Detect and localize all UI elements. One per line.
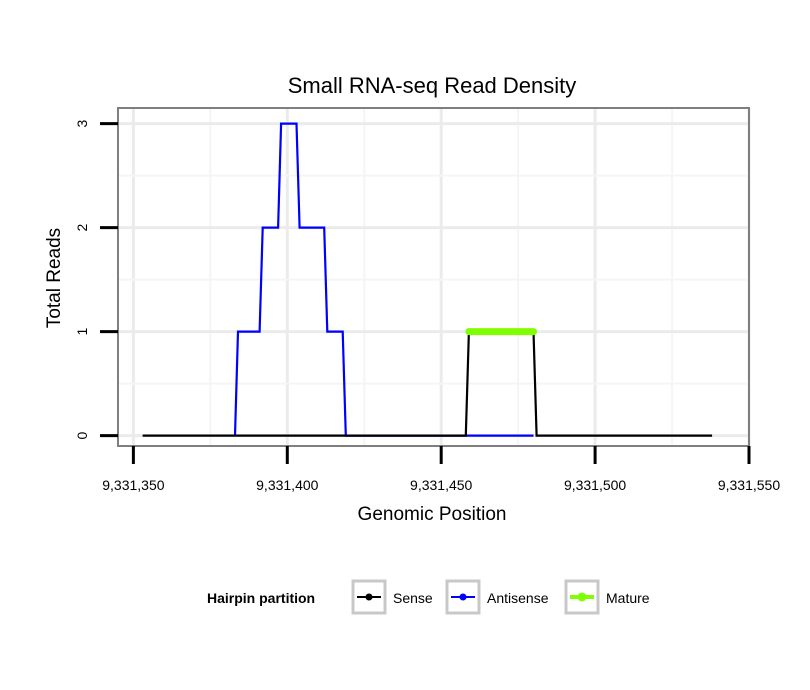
x-tick-label: 9,331,550 [718, 477, 780, 493]
y-axis-label: Total Reads [44, 228, 65, 328]
legend-item-sense: Sense [351, 579, 433, 615]
series-layer [142, 122, 713, 437]
x-tick-label: 9,331,350 [102, 477, 164, 493]
series-line-antisense [233, 122, 534, 437]
x-tick-label: 9,331,450 [410, 477, 472, 493]
y-tick-label: 0 [74, 431, 90, 439]
legend-title: Hairpin partition [207, 590, 315, 606]
x-axis-label: Genomic Position [358, 504, 507, 525]
x-axis: 9,331,350 9,331,400 9,331,450 9,331,500 9,33… [102, 446, 780, 493]
grid [118, 108, 751, 446]
x-tick-label: 9,331,500 [564, 477, 626, 493]
legend-label: Mature [606, 590, 650, 606]
legend-key-point [459, 593, 467, 601]
legend-item-antisense: Antisense [445, 579, 549, 615]
legend: Hairpin partition Sense Antisense Mature [207, 579, 650, 615]
y-tick-label: 3 [74, 119, 90, 127]
y-tick-label: 2 [74, 223, 90, 231]
y-axis: 0 1 2 3 [74, 119, 118, 439]
legend-item-mature: Mature [564, 579, 650, 615]
y-tick-label: 1 [74, 327, 90, 335]
chart-title: Small RNA-seq Read Density [288, 73, 577, 98]
legend-label: Sense [393, 590, 433, 606]
plot-panel-border [117, 107, 750, 447]
legend-key-point [365, 593, 373, 601]
x-tick-label: 9,331,400 [256, 477, 318, 493]
legend-label: Antisense [487, 590, 549, 606]
legend-key-point [577, 592, 587, 602]
